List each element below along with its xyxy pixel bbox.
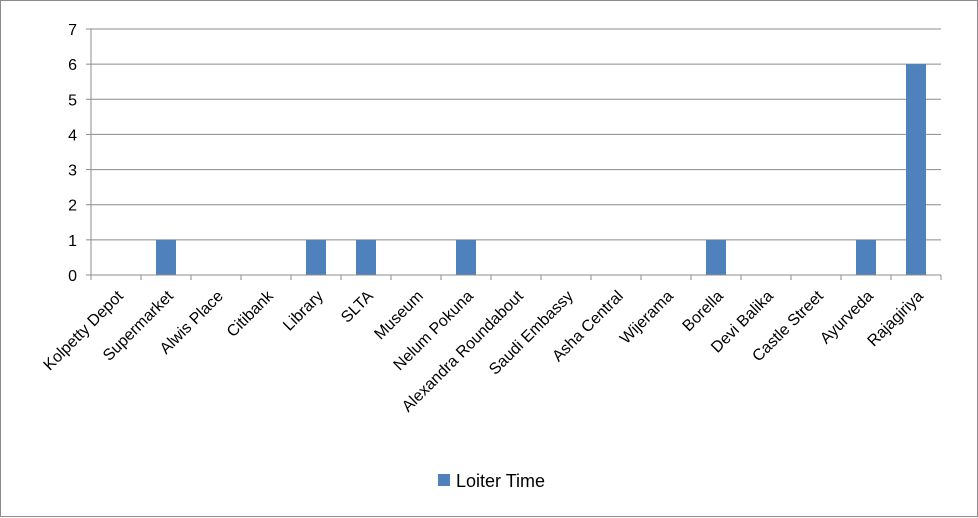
x-tick-label: Library (280, 288, 327, 335)
legend-label: Loiter Time (456, 471, 545, 491)
y-tick-label: 2 (68, 198, 77, 215)
bar (856, 239, 876, 275)
legend-swatch (438, 474, 450, 486)
bars (156, 64, 926, 275)
x-tick-label: Saudi Embassy (486, 288, 577, 379)
y-tick-label: 5 (68, 92, 77, 109)
bar (456, 239, 476, 275)
y-tick-label: 3 (68, 163, 77, 180)
bar (156, 239, 176, 275)
gridlines (91, 28, 941, 241)
y-tick-label: 7 (68, 22, 77, 39)
y-tick-label: 4 (68, 127, 77, 144)
bar (356, 239, 376, 275)
axes (86, 28, 942, 280)
x-tick-label: Borella (680, 288, 727, 335)
y-tick-label: 6 (68, 57, 77, 74)
y-tick-label: 1 (68, 233, 77, 250)
legend: Loiter Time (438, 471, 545, 491)
bar (706, 239, 726, 275)
y-tick-label: 0 (68, 268, 77, 285)
y-axis-tick-labels: 0 1 2 3 4 5 6 7 (68, 22, 77, 285)
bar (306, 239, 326, 275)
x-tick-label: SLTA (338, 288, 377, 327)
bar (906, 64, 926, 275)
x-tick-label: Wijerama (617, 288, 677, 348)
x-tick-label: Citibank (224, 287, 278, 341)
